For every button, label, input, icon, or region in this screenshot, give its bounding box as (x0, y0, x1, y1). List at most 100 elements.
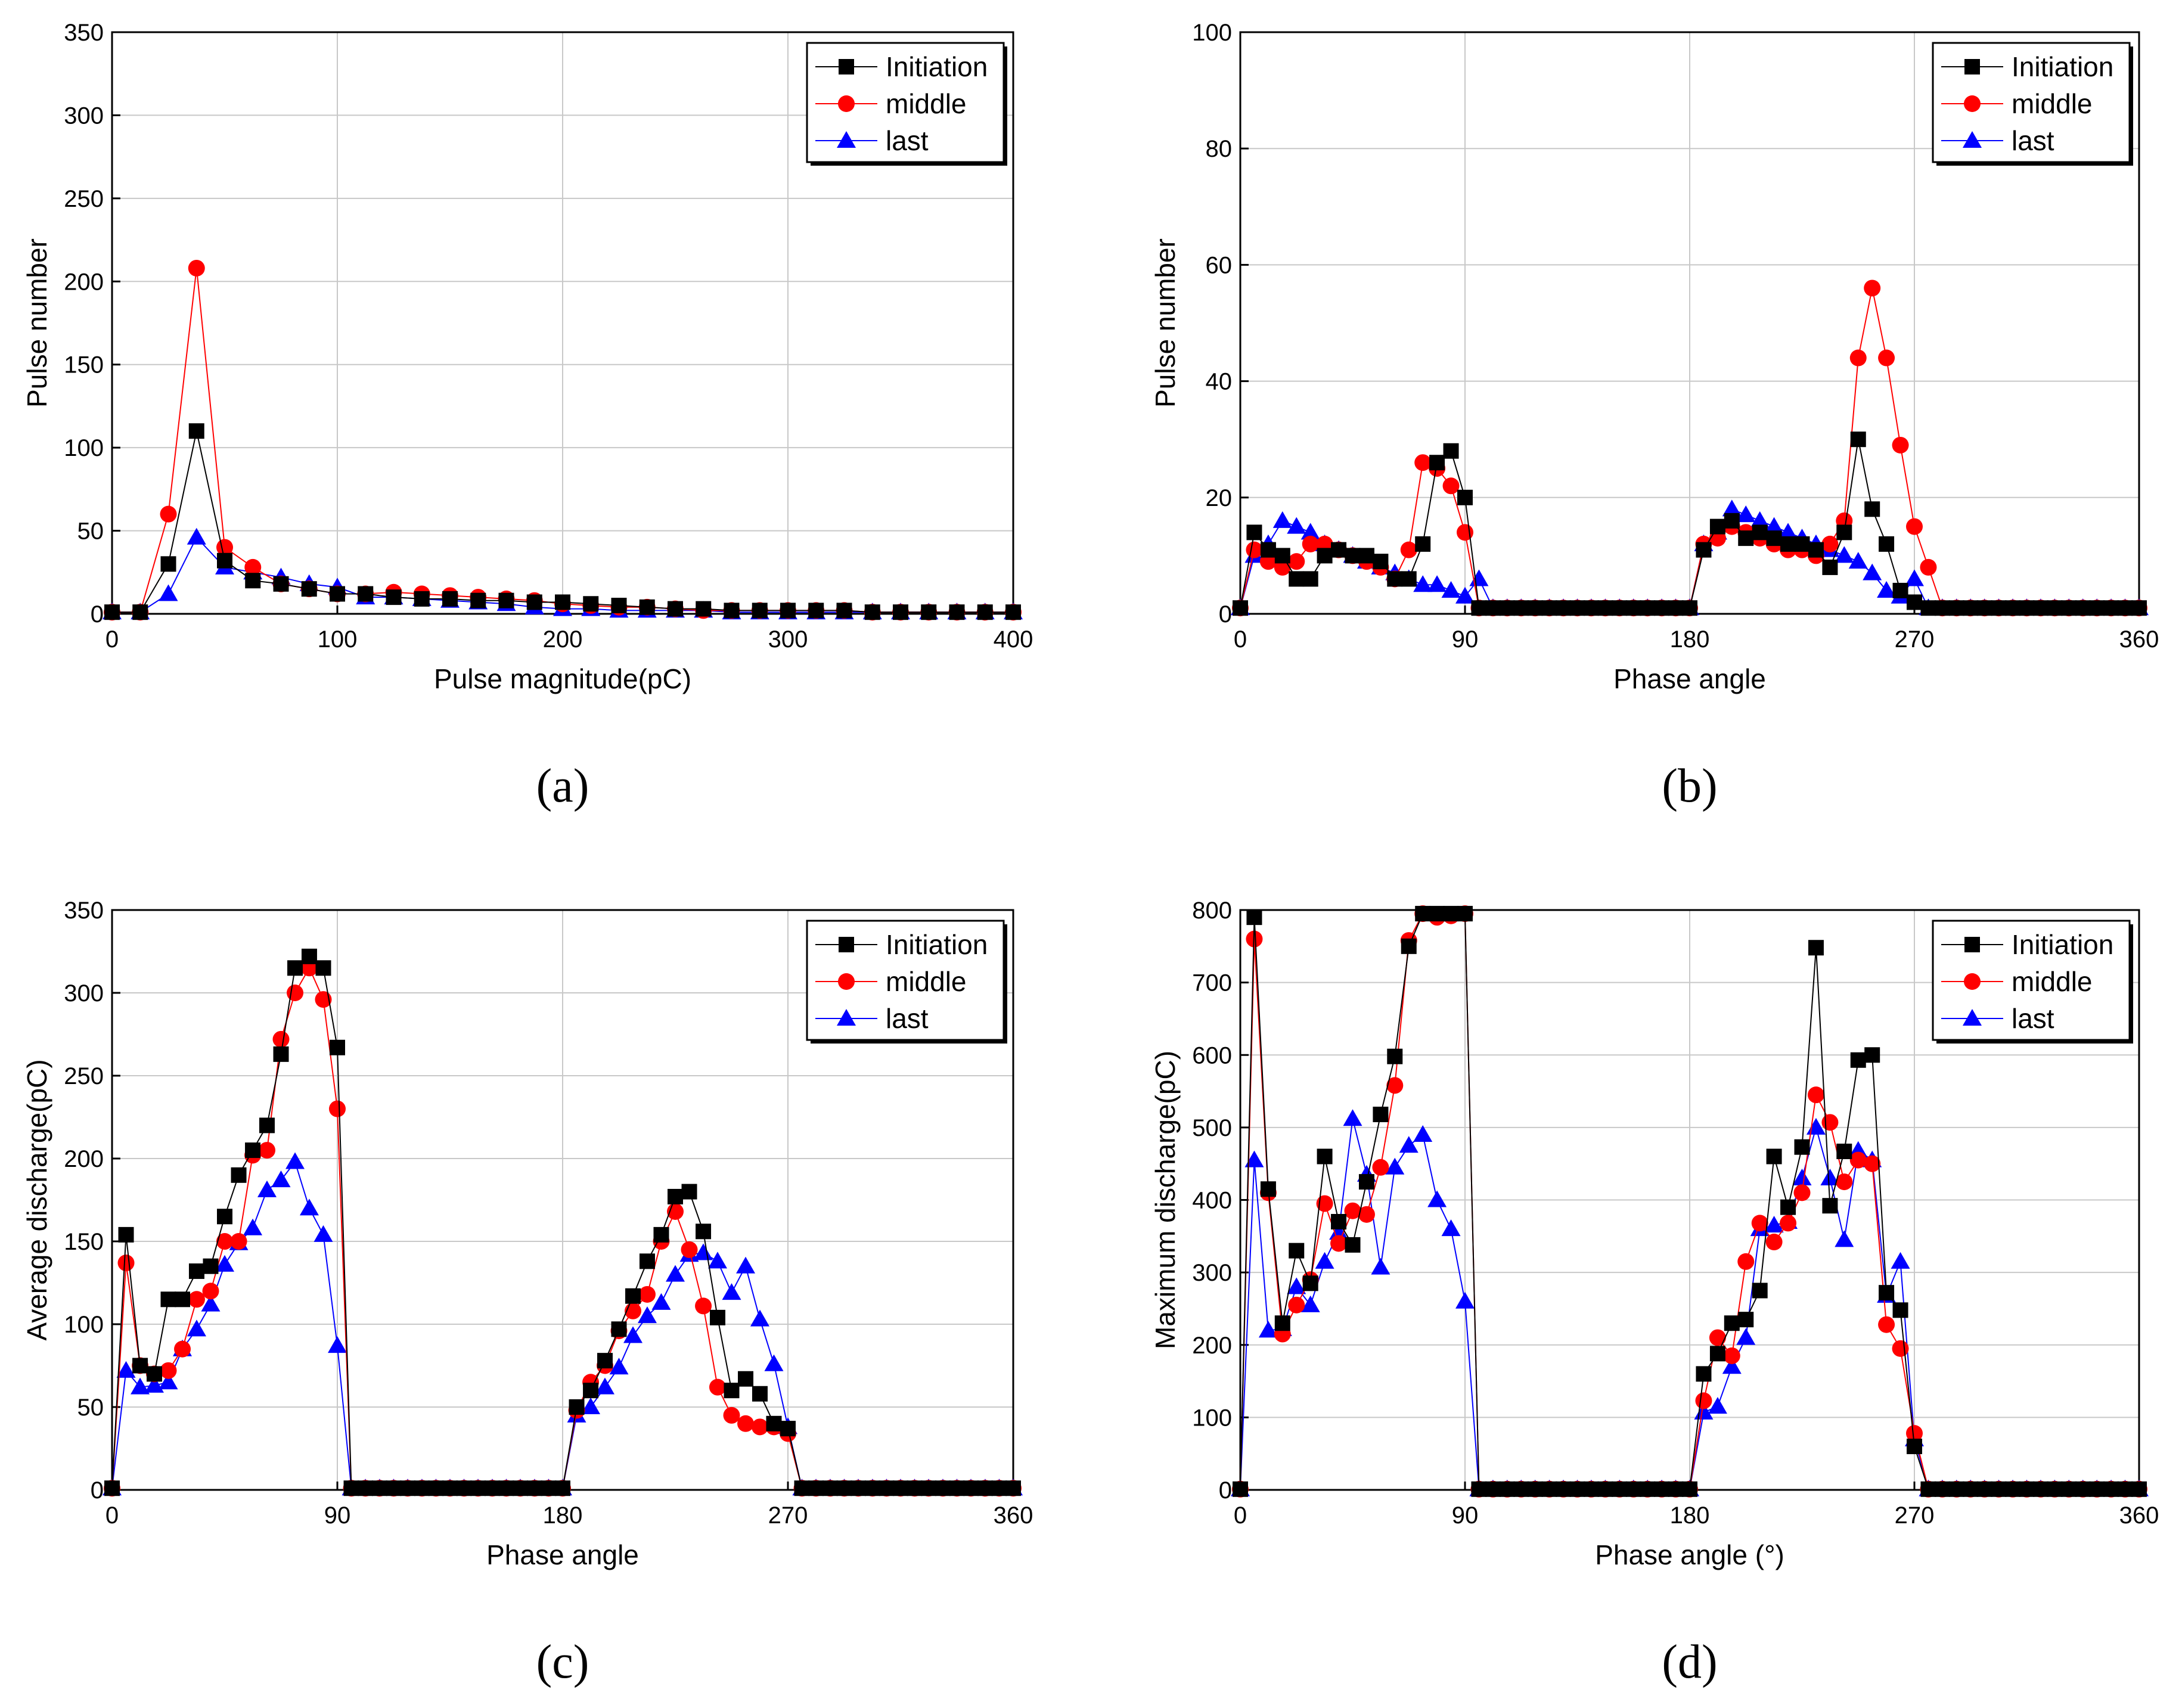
legend-item-middle: middle (815, 966, 967, 997)
data-point (893, 1480, 908, 1496)
x-tick-label: 360 (994, 1502, 1033, 1529)
legend-item-last: last (815, 1003, 929, 1034)
data-point (1387, 571, 1403, 587)
x-tick-label: 300 (768, 626, 808, 653)
data-point (160, 1362, 177, 1379)
data-point (822, 1480, 838, 1496)
data-point (329, 1100, 346, 1117)
data-point (1414, 454, 1432, 471)
chart-panel-a: 0 50 100 150 200 250 300 350 0 100 200 300 400 Pulse … (21, 20, 1033, 812)
series-initiation (104, 948, 1021, 1496)
data-point (1878, 1316, 1895, 1333)
data-point (1583, 1481, 1599, 1497)
data-point (442, 1480, 458, 1496)
legend-marker (1964, 95, 1981, 112)
legend-label: middle (886, 88, 967, 119)
legend: Initiation middle last (1932, 920, 2133, 1044)
data-point (1848, 552, 1868, 569)
data-point (1401, 571, 1417, 587)
data-point (977, 604, 993, 620)
data-point (1709, 518, 1725, 535)
data-point (131, 1377, 150, 1395)
x-tick-label: 0 (105, 1502, 119, 1529)
y-tick-label: 200 (64, 269, 104, 295)
legend-marker (837, 1009, 856, 1026)
y-tick-label: 150 (64, 352, 104, 378)
y-tick-label: 350 (64, 20, 104, 46)
series-initiation (104, 423, 1021, 620)
y-tick-label: 100 (64, 1312, 104, 1338)
data-point (1246, 909, 1262, 926)
data-point (484, 1480, 500, 1496)
data-point (611, 598, 627, 614)
data-point (1920, 600, 1936, 616)
x-tick-label: 270 (768, 1502, 808, 1529)
data-point (1441, 580, 1461, 598)
data-point (1879, 536, 1895, 552)
legend-marker (838, 95, 855, 112)
data-point (638, 1285, 656, 1303)
data-point (1766, 530, 1782, 546)
x-tick-label: 100 (318, 626, 358, 653)
data-point (907, 1480, 923, 1496)
data-point (1317, 1148, 1333, 1164)
data-point (1877, 580, 1897, 598)
data-point (258, 1142, 275, 1159)
data-point (694, 1243, 713, 1260)
data-point (893, 604, 908, 620)
data-point (1920, 1481, 1936, 1497)
legend-marker (839, 59, 854, 74)
data-point (921, 1480, 937, 1496)
data-point (1443, 906, 1459, 922)
data-point (1722, 499, 1742, 517)
y-tick-label: 40 (1206, 369, 1233, 395)
data-point (597, 1353, 613, 1369)
data-point (1005, 604, 1021, 620)
data-point (1905, 569, 1924, 586)
data-point (1948, 600, 1964, 616)
data-point (1764, 517, 1784, 534)
data-point (526, 1480, 542, 1496)
x-tick-label: 90 (1452, 626, 1479, 653)
data-point (2032, 1481, 2048, 1497)
data-point (623, 1326, 643, 1343)
data-point (555, 594, 570, 610)
data-point (611, 1321, 627, 1337)
data-point (217, 552, 232, 569)
data-point (1457, 489, 1473, 505)
data-point (1808, 940, 1824, 956)
data-point (1429, 455, 1445, 471)
data-point (1287, 517, 1306, 534)
data-point (1330, 1235, 1348, 1252)
y-tick-label: 300 (64, 103, 104, 129)
data-point (144, 1375, 164, 1393)
data-point (1233, 600, 1248, 616)
data-point (1751, 1215, 1768, 1232)
data-point (358, 1480, 374, 1496)
legend-item-middle: middle (1941, 88, 2093, 119)
legend-label: middle (886, 966, 967, 997)
data-point (780, 1421, 796, 1437)
data-point (1429, 906, 1445, 922)
data-point (1821, 1114, 1839, 1131)
data-point (1948, 1481, 1964, 1497)
data-point (1499, 1481, 1515, 1497)
y-axis-label: Maximum discharge(pC) (1150, 1051, 1181, 1349)
y-tick-label: 60 (1206, 252, 1233, 278)
data-point (187, 1319, 206, 1337)
data-point (1373, 1106, 1389, 1122)
data-point (386, 1480, 402, 1496)
y-tick-label: 50 (77, 518, 104, 545)
data-point (1556, 1481, 1572, 1497)
data-point (1246, 541, 1263, 558)
data-point (160, 556, 176, 572)
data-point (400, 1480, 416, 1496)
data-point (1415, 906, 1431, 922)
data-point (991, 1480, 1007, 1496)
data-point (1272, 511, 1292, 528)
data-point (1300, 1295, 1320, 1312)
data-point (1413, 575, 1433, 592)
data-point (1457, 524, 1473, 541)
data-point (414, 1480, 430, 1496)
data-point (1892, 582, 1908, 598)
